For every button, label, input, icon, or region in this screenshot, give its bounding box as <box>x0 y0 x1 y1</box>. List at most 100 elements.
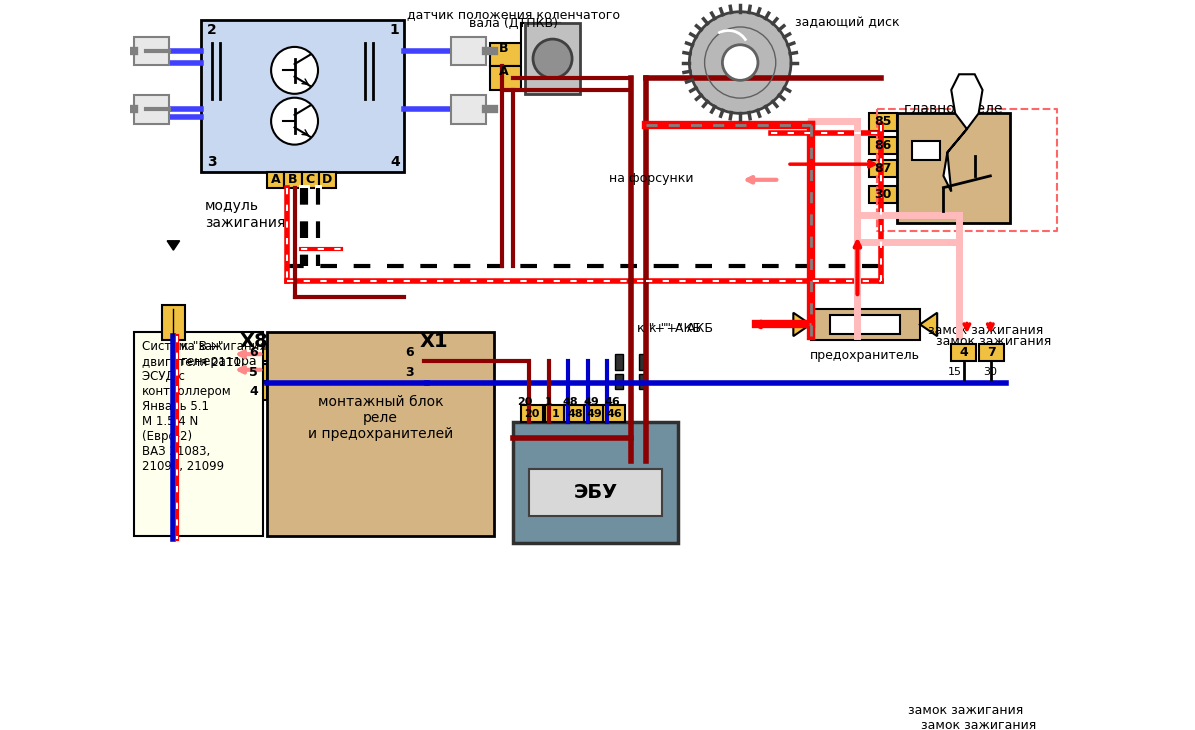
Text: датчик положения коленчатого: датчик положения коленчатого <box>407 8 620 21</box>
Text: 48: 48 <box>568 409 583 418</box>
Polygon shape <box>793 312 810 337</box>
Bar <box>525 23 580 94</box>
Bar <box>240 364 268 381</box>
Bar <box>301 172 319 188</box>
Bar <box>564 405 587 422</box>
Text: 87: 87 <box>875 162 891 175</box>
Text: 49: 49 <box>587 409 602 418</box>
Bar <box>638 354 646 370</box>
Text: D: D <box>323 173 332 186</box>
Bar <box>284 172 301 188</box>
Polygon shape <box>920 312 937 337</box>
Bar <box>545 405 566 422</box>
Bar <box>584 405 606 422</box>
Polygon shape <box>167 241 179 250</box>
Circle shape <box>271 98 318 145</box>
Bar <box>603 405 625 422</box>
FancyBboxPatch shape <box>451 36 486 65</box>
Text: 30: 30 <box>875 188 891 201</box>
Text: X1: X1 <box>419 332 448 351</box>
Text: B: B <box>288 173 298 186</box>
Text: модуль
зажигания: модуль зажигания <box>204 199 286 229</box>
Text: замок зажигания: замок зажигания <box>927 324 1043 337</box>
Text: 4: 4 <box>390 155 399 169</box>
Bar <box>529 469 662 516</box>
Text: 86: 86 <box>875 139 891 152</box>
Text: 20: 20 <box>525 409 540 418</box>
FancyBboxPatch shape <box>134 36 170 65</box>
Bar <box>831 315 901 334</box>
Text: вала (ДТПКВ): вала (ДТПКВ) <box>468 18 558 30</box>
Bar <box>134 332 263 536</box>
Text: 5: 5 <box>249 366 258 379</box>
Text: задающий диск: задающий диск <box>795 15 900 28</box>
Text: 46: 46 <box>606 409 623 418</box>
Bar <box>869 137 896 154</box>
Bar <box>319 172 336 188</box>
Text: 2: 2 <box>207 23 216 36</box>
Circle shape <box>533 39 572 78</box>
Text: к "+" АКБ: к "+" АКБ <box>649 322 712 335</box>
Bar <box>615 374 623 389</box>
Text: 1: 1 <box>552 409 559 418</box>
Bar <box>490 66 525 90</box>
Text: 30: 30 <box>983 367 998 377</box>
Text: Система зажигания
двигателя 2111,
ЭСУД с
контроллером
Январь 5.1
М 1.5.4 N
(Евро: Система зажигания двигателя 2111, ЭСУД с… <box>142 340 266 473</box>
Bar <box>161 305 185 340</box>
Text: A: A <box>271 173 281 186</box>
Bar <box>869 161 896 177</box>
Bar <box>896 113 1010 223</box>
Bar <box>521 23 560 90</box>
Bar <box>869 113 896 131</box>
Text: C: C <box>306 173 314 186</box>
Bar <box>240 344 268 361</box>
Bar <box>268 172 284 188</box>
Text: замок зажигания: замок зажигания <box>936 334 1050 347</box>
Bar <box>268 332 494 536</box>
Text: 3: 3 <box>405 366 415 379</box>
Text: монтажный блок
реле
и предохранителей: монтажный блок реле и предохранителей <box>308 395 453 442</box>
Bar <box>521 405 544 422</box>
Bar <box>514 422 678 543</box>
Text: 4: 4 <box>249 385 258 398</box>
Text: 6: 6 <box>405 346 415 359</box>
Text: 49: 49 <box>584 396 600 407</box>
Bar <box>397 344 423 361</box>
Text: 7: 7 <box>987 346 995 359</box>
Text: 20: 20 <box>517 396 533 407</box>
Text: на форсунки: на форсунки <box>608 172 693 185</box>
Circle shape <box>271 47 318 94</box>
Text: ЭБУ: ЭБУ <box>574 483 618 502</box>
Text: A: A <box>500 66 509 78</box>
Text: X8: X8 <box>240 332 269 351</box>
Circle shape <box>723 45 758 80</box>
Bar <box>240 383 268 400</box>
Text: 48: 48 <box>563 396 578 407</box>
Text: замок зажигания: замок зажигания <box>908 704 1023 717</box>
FancyBboxPatch shape <box>451 96 486 123</box>
Text: 3: 3 <box>207 155 216 169</box>
Polygon shape <box>943 74 982 191</box>
Bar <box>490 43 525 66</box>
Text: к "B+"
генератора: к "B+" генератора <box>182 340 258 368</box>
Text: 85: 85 <box>875 115 891 128</box>
Bar <box>912 141 939 161</box>
Bar <box>638 374 646 389</box>
Text: B: B <box>500 42 509 55</box>
Bar <box>397 364 423 381</box>
Bar <box>201 20 404 172</box>
Bar <box>615 354 623 370</box>
Text: 1: 1 <box>390 23 399 36</box>
Bar <box>810 309 920 340</box>
Text: к "+" АКБ: к "+" АКБ <box>637 322 701 335</box>
FancyBboxPatch shape <box>134 96 170 123</box>
Bar <box>951 344 976 361</box>
Text: главное реле: главное реле <box>903 101 1003 115</box>
Text: предохранитель: предохранитель <box>810 350 920 363</box>
Text: 1: 1 <box>545 396 552 407</box>
Text: 15: 15 <box>948 367 962 377</box>
Circle shape <box>690 12 791 113</box>
Text: 4: 4 <box>960 346 968 359</box>
Bar <box>979 344 1004 361</box>
Text: замок зажигания: замок зажигания <box>921 719 1036 730</box>
